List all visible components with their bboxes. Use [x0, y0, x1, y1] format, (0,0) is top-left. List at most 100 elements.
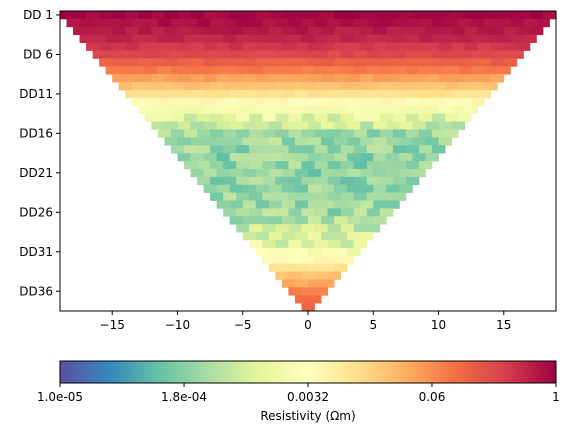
- heatmap-cell: [294, 42, 309, 51]
- heatmap-cell: [151, 58, 165, 67]
- heatmap-cell: [125, 58, 139, 67]
- heatmap-cell: [301, 97, 315, 107]
- heatmap-cell: [327, 34, 342, 43]
- heatmap-cell: [151, 74, 165, 83]
- heatmap-cell: [170, 145, 185, 154]
- heatmap-cell: [210, 50, 224, 59]
- heatmap-cell: [210, 18, 224, 28]
- heatmap-cell: [360, 26, 374, 36]
- heatmap-cell: [366, 208, 381, 217]
- heatmap-cell: [308, 263, 322, 272]
- heatmap-cell: [321, 279, 335, 288]
- heatmap-cell: [184, 34, 198, 43]
- heatmap-cell: [366, 66, 381, 75]
- heatmap-cell: [471, 97, 485, 107]
- heatmap-cell: [438, 89, 452, 99]
- heatmap-cell: [157, 97, 172, 107]
- heatmap-cell: [236, 113, 250, 122]
- heatmap-cell: [360, 153, 374, 162]
- heatmap-cell: [321, 153, 335, 162]
- heatmap-cell: [314, 287, 328, 296]
- heatmap-cell: [503, 58, 518, 67]
- heatmap-cell: [360, 42, 374, 51]
- heatmap-cell: [340, 192, 355, 201]
- heatmap-cell: [144, 113, 159, 122]
- heatmap-cell: [281, 11, 296, 20]
- heatmap-cell: [281, 121, 296, 130]
- heatmap-cell: [464, 42, 479, 51]
- heatmap-cell: [118, 50, 133, 59]
- heatmap-cell: [321, 58, 335, 67]
- heatmap-cell: [334, 137, 348, 146]
- heatmap-cell: [242, 26, 257, 36]
- heatmap-cell: [249, 239, 263, 249]
- heatmap-cell: [275, 176, 289, 186]
- heatmap-cell: [288, 224, 302, 233]
- heatmap-cell: [288, 145, 302, 154]
- heatmap-cell: [353, 66, 368, 75]
- heatmap-cell: [353, 176, 368, 186]
- heatmap-cell: [268, 263, 283, 272]
- heatmap-cell: [294, 11, 309, 20]
- heatmap-cell: [268, 216, 283, 225]
- heatmap-cell: [301, 208, 315, 217]
- y-tick-label: DD 6: [23, 47, 53, 61]
- heatmap-cell: [340, 145, 355, 154]
- heatmap-cell: [334, 121, 348, 130]
- heatmap-cell: [229, 11, 244, 20]
- heatmap-cell: [321, 168, 335, 178]
- heatmap-cell: [418, 66, 433, 75]
- heatmap-cell: [308, 89, 322, 99]
- heatmap-cell: [170, 97, 185, 107]
- heatmap-cell: [138, 89, 152, 99]
- heatmap-cell: [314, 113, 328, 122]
- heatmap-cell: [255, 247, 270, 257]
- heatmap-cell: [432, 18, 446, 28]
- heatmap-cell: [327, 208, 342, 217]
- heatmap-cell: [301, 224, 315, 233]
- heatmap-cell: [321, 121, 335, 130]
- heatmap-cell: [255, 216, 270, 225]
- heatmap-cell: [170, 66, 185, 75]
- heatmap-cell: [464, 58, 479, 67]
- heatmap-cell: [327, 224, 342, 233]
- heatmap-cell: [340, 82, 355, 91]
- heatmap-cell: [268, 184, 283, 193]
- heatmap-cell: [268, 121, 283, 130]
- heatmap-cell: [210, 66, 224, 75]
- heatmap-cell: [294, 58, 309, 67]
- heatmap-cell: [418, 82, 433, 91]
- heatmap-cell: [131, 18, 146, 28]
- heatmap-cell: [177, 137, 191, 146]
- heatmap-cell: [360, 74, 374, 83]
- heatmap-cell: [66, 18, 80, 28]
- colorbar-tick-label: 0.06: [419, 390, 446, 404]
- heatmap-cell: [360, 184, 374, 193]
- heatmap-cell: [236, 224, 250, 233]
- heatmap-cell: [366, 113, 381, 122]
- heatmap-cell: [99, 58, 113, 67]
- heatmap-cell: [164, 105, 178, 115]
- heatmap-cell: [386, 42, 400, 51]
- heatmap-cell: [144, 50, 159, 59]
- heatmap-cell: [542, 11, 557, 20]
- heatmap-cell: [151, 121, 165, 130]
- heatmap-cell: [366, 161, 381, 170]
- heatmap-cell: [255, 26, 270, 36]
- heatmap-cell: [301, 255, 315, 265]
- heatmap-cell: [484, 82, 498, 91]
- heatmap-cell: [190, 137, 204, 146]
- heatmap-cell: [151, 89, 165, 99]
- heatmap-cell: [334, 89, 348, 99]
- heatmap-cell: [510, 18, 524, 28]
- heatmap-cell: [490, 42, 505, 51]
- heatmap-cell: [249, 113, 263, 122]
- heatmap-cell: [425, 89, 439, 99]
- heatmap-cell: [464, 26, 479, 36]
- heatmap-cell: [112, 74, 126, 83]
- y-tick-label: DD16: [19, 126, 53, 140]
- heatmap-cell: [340, 176, 355, 186]
- heatmap-cell: [170, 50, 185, 59]
- heatmap-cell: [379, 66, 394, 75]
- heatmap-cell: [190, 58, 204, 67]
